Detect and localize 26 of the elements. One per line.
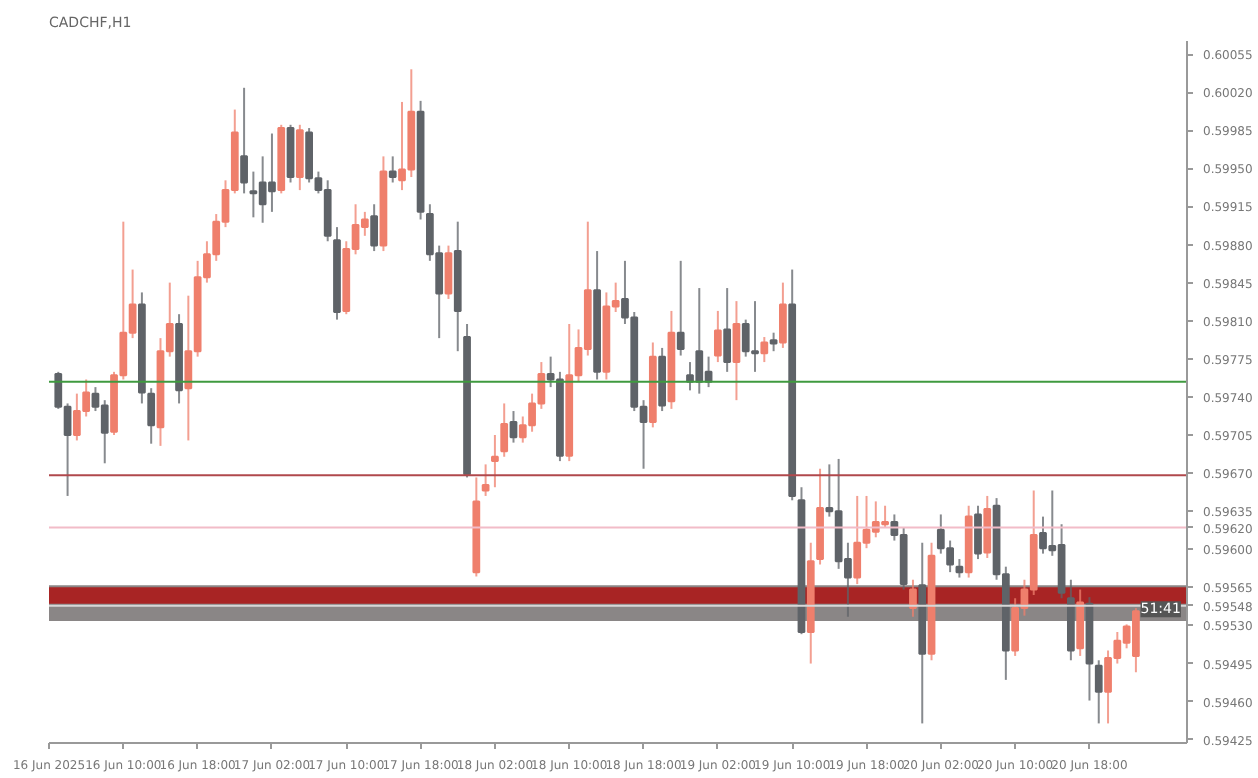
- candlestick: [732, 300, 741, 402]
- candlestick: [909, 578, 917, 618]
- candlestick: [713, 309, 722, 364]
- candlestick: [491, 433, 499, 489]
- candlestick: [1076, 588, 1085, 657]
- candlestick: [1011, 597, 1020, 657]
- candlestick: [723, 287, 732, 373]
- candlestick: [676, 259, 685, 357]
- candlestick: [760, 336, 769, 364]
- candlestick: [444, 244, 453, 300]
- candlestick: [240, 86, 248, 195]
- candlestick: [295, 123, 304, 192]
- candlestick: [779, 281, 787, 349]
- candlestick: [983, 494, 992, 559]
- candlestick: [1094, 659, 1103, 725]
- candlestick: [388, 155, 397, 184]
- candlestick: [509, 410, 518, 444]
- candlestick: [853, 494, 862, 586]
- candlestick: [323, 179, 332, 243]
- candlestick: [974, 504, 982, 561]
- candlestick: [769, 331, 778, 353]
- candlestick: [100, 399, 109, 465]
- candlestick: [370, 203, 379, 253]
- candlestick: [955, 558, 964, 579]
- candlestick: [500, 402, 509, 458]
- candlestick: [481, 463, 490, 497]
